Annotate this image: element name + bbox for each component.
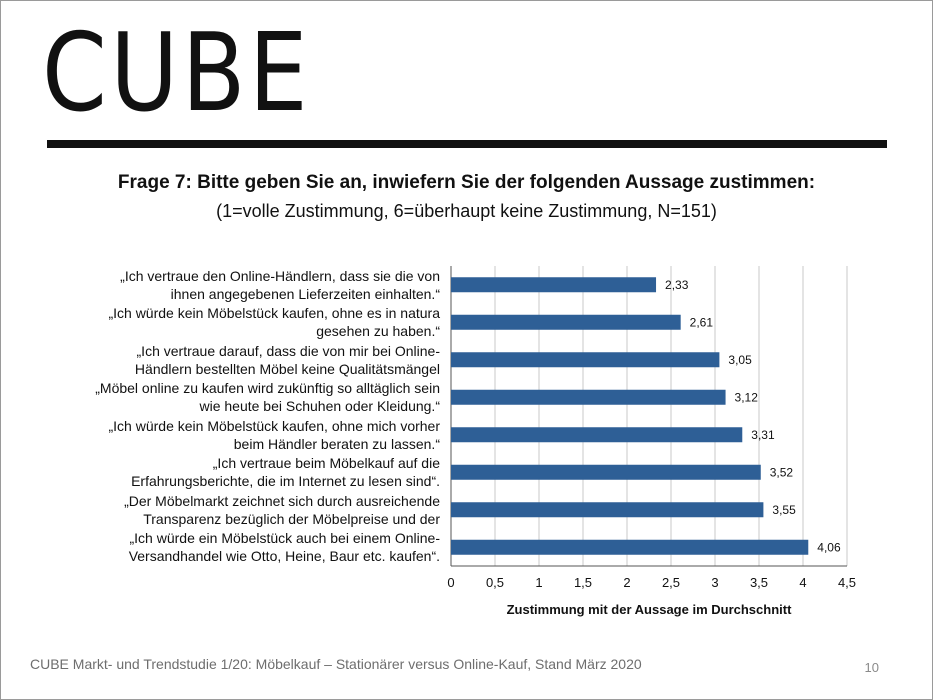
category-label-line: „Ich vertraue den Online-Händlern, dass … [120,267,440,284]
bar-value-label: 4,06 [817,540,841,554]
category-label-line: Versandhandel wie Otto, Heine, Baur etc.… [128,548,440,565]
bar [451,277,657,293]
category-label-line: „Möbel online zu kaufen wird zukünftig s… [95,380,440,397]
category-label-line: Händlern bestellten Möbel keine Qualität… [134,360,440,377]
x-tick-label: 3 [711,575,718,590]
bar-value-label: 3,55 [772,503,796,517]
bar-value-label: 2,33 [665,278,689,292]
cube-logo: CUBE [42,11,312,136]
bar [451,389,726,405]
bar [451,352,720,368]
x-axis-label: Zustimmung mit der Aussage im Durchschni… [506,602,792,617]
x-tick-label: 1 [535,575,542,590]
x-tick-label: 0 [447,575,454,590]
category-label-line: wie heute bei Schuhen oder Kleidung.“ [199,398,440,415]
footer-text: CUBE Markt- und Trendstudie 1/20: Möbelk… [30,656,642,672]
bar [451,502,764,518]
category-label-line: „Ich vertraue darauf, dass die von mir b… [136,342,440,359]
category-label: „Ich vertraue darauf, dass die von mir b… [10,342,440,378]
x-tick-label: 3,5 [750,575,768,590]
category-label-line: gesehen zu haben.“ [316,323,440,340]
bar [451,314,681,330]
category-label: „Ich würde ein Möbelstück auch bei einem… [10,529,440,565]
category-label-line: Erfahrungsberichte, die im Internet zu l… [131,473,440,490]
category-label-line: „Ich würde ein Möbelstück auch bei einem… [129,530,441,547]
bar-value-label: 2,61 [690,315,714,329]
x-tick-label: 2 [623,575,630,590]
bar [451,427,743,443]
category-label-line: „Der Möbelmarkt zeichnet sich durch ausr… [124,492,440,509]
category-label-line: „Ich würde kein Möbelstück kaufen, ohne … [108,305,440,322]
x-tick-label: 1,5 [574,575,592,590]
category-label: „Ich vertraue beim Möbelkauf auf die Erfa… [10,454,440,490]
question-title: Frage 7: Bitte geben Sie an, inwiefern S… [117,172,816,193]
category-label: „Ich würde kein Möbelstück kaufen, ohne … [10,304,440,340]
bar-value-label: 3,31 [751,428,775,442]
x-tick-label: 4,5 [838,575,856,590]
x-tick-label: 2,5 [662,575,680,590]
bar-value-label: 3,12 [735,390,759,404]
category-label-line: ihnen angegebenen Lieferzeiten einhalten… [170,285,440,302]
title-rule [47,140,887,148]
category-label-line: „Ich würde kein Möbelstück kaufen, ohne … [108,417,441,434]
page-number: 10 [864,660,879,675]
x-tick-label: 0,5 [486,575,504,590]
bar-value-label: 3,05 [728,353,752,367]
category-label-line: „Ich vertraue beim Möbelkauf auf die [212,455,440,472]
category-label: „Ich vertraue den Online-Händlern, dass … [10,267,440,303]
question-subtitle: (1=volle Zustimmung, 6=überhaupt keine Z… [216,201,717,221]
category-label: „Ich würde kein Möbelstück kaufen, ohne … [10,417,441,453]
category-label-line: Transparenz bezüglich der Möbelpreise un… [143,510,440,527]
category-label: „Der Möbelmarkt zeichnet sich durch ausr… [10,492,440,528]
bar [451,539,809,555]
x-tick-label: 4 [799,575,806,590]
bar-value-label: 3,52 [770,465,794,479]
bar [451,464,761,480]
category-label-line: beim Händler beraten zu lassen.“ [233,435,440,452]
category-label: „Möbel online zu kaufen wird zukünftig s… [10,379,440,415]
